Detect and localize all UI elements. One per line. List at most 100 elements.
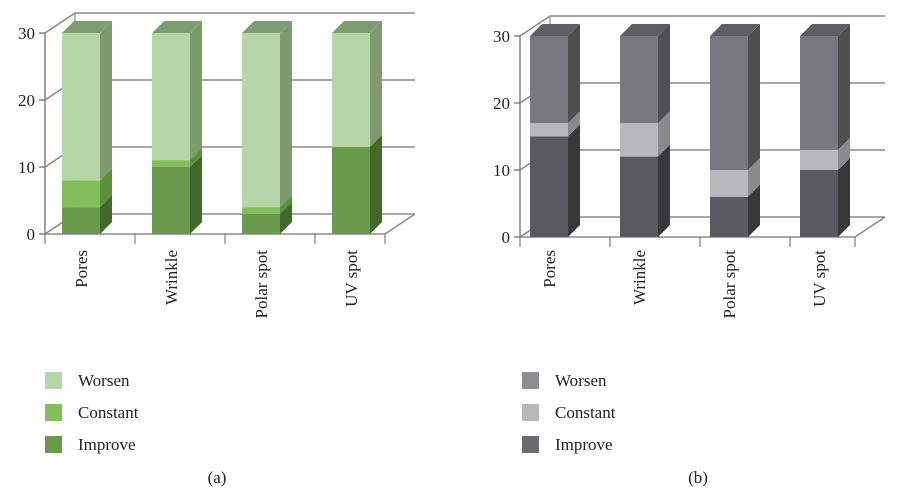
bar-front bbox=[242, 33, 280, 208]
legend-swatch-worsen bbox=[522, 372, 539, 389]
bar-top bbox=[242, 21, 292, 33]
bar-worsen-wrinkle bbox=[620, 24, 670, 124]
bar-front bbox=[710, 170, 748, 197]
bar-front bbox=[530, 136, 568, 237]
legend-label-worsen: Worsen bbox=[78, 371, 130, 390]
panel-label: (b) bbox=[688, 468, 708, 487]
bar-front bbox=[332, 146, 370, 234]
bar-front bbox=[620, 156, 658, 237]
chart-panel-a: 0 10 20 30 Pores Wrinkle Polar spot UV spot Wors… bbox=[18, 12, 416, 487]
bar-side bbox=[370, 21, 382, 147]
bar-front bbox=[710, 36, 748, 170]
y-tick-label: 0 bbox=[27, 225, 36, 244]
bar-front bbox=[710, 196, 748, 237]
x-tick-label: Wrinkle bbox=[630, 250, 649, 305]
bar-top bbox=[800, 24, 850, 36]
legend-swatch-improve bbox=[45, 436, 62, 453]
x-tick-label: UV spot bbox=[342, 250, 361, 307]
x-tick-label: UV spot bbox=[810, 250, 829, 307]
bar-side bbox=[370, 134, 382, 234]
y-tick-label: 10 bbox=[18, 158, 35, 177]
bars bbox=[530, 24, 850, 237]
bar-top bbox=[710, 24, 760, 36]
x-tick-label: Polar spot bbox=[252, 250, 271, 319]
bar-front bbox=[62, 33, 100, 181]
legend-swatch-constant bbox=[522, 404, 539, 421]
bar-front bbox=[530, 123, 568, 137]
bar-side bbox=[658, 144, 670, 237]
bar-front bbox=[800, 170, 838, 237]
x-tick-label: Pores bbox=[540, 250, 559, 288]
legend-label-worsen: Worsen bbox=[555, 371, 607, 390]
bar-top bbox=[530, 24, 580, 36]
bar-worsen-polar-spot bbox=[710, 24, 760, 170]
x-tick-label: Polar spot bbox=[720, 250, 739, 319]
legend-swatch-worsen bbox=[45, 372, 62, 389]
bar-improve-pores bbox=[530, 124, 580, 237]
legend: Worsen Constant Improve bbox=[522, 371, 616, 454]
legend-label-constant: Constant bbox=[555, 403, 616, 422]
bar-front bbox=[620, 36, 658, 124]
y-tick-label: 20 bbox=[18, 91, 35, 110]
y-tick-label: 10 bbox=[493, 161, 510, 180]
bar-worsen-pores bbox=[62, 21, 112, 181]
y-tick-label: 20 bbox=[493, 94, 510, 113]
bar-worsen-pores bbox=[530, 24, 580, 124]
bar-side bbox=[280, 21, 292, 208]
bar-worsen-polar-spot bbox=[242, 21, 292, 208]
bar-front bbox=[152, 167, 190, 234]
bar-top bbox=[620, 24, 670, 36]
bar-front bbox=[620, 123, 658, 157]
y-tick-label: 0 bbox=[502, 228, 511, 247]
legend-label-improve: Improve bbox=[78, 435, 136, 454]
legend-swatch-improve bbox=[522, 436, 539, 453]
bar-side bbox=[190, 21, 202, 161]
bar-top bbox=[152, 21, 202, 33]
chart-panel-b: 0 10 20 30 Pores Wrinkle Polar spot UV spot Wors… bbox=[493, 15, 886, 487]
bar-side bbox=[280, 195, 292, 214]
legend-label-improve: Improve bbox=[555, 435, 613, 454]
panel-label: (a) bbox=[208, 468, 227, 487]
bar-side bbox=[748, 24, 760, 170]
bar-side bbox=[658, 111, 670, 157]
bar-improve-uv-spot bbox=[332, 134, 382, 234]
legend-label-constant: Constant bbox=[78, 403, 139, 422]
bar-top bbox=[332, 21, 382, 33]
bar-side bbox=[190, 155, 202, 234]
bar-side bbox=[838, 24, 850, 150]
bar-top bbox=[62, 21, 112, 33]
bar-side bbox=[568, 124, 580, 237]
bar-front bbox=[800, 149, 838, 170]
bar-side bbox=[748, 158, 760, 197]
x-tick-label: Pores bbox=[72, 250, 91, 288]
bar-front bbox=[530, 36, 568, 124]
y-tick-label: 30 bbox=[493, 27, 510, 46]
bar-side bbox=[100, 168, 112, 208]
bar-front bbox=[152, 160, 190, 167]
bar-front bbox=[62, 207, 100, 234]
bar-worsen-wrinkle bbox=[152, 21, 202, 161]
legend: Worsen Constant Improve bbox=[45, 371, 139, 454]
bar-side bbox=[100, 21, 112, 181]
bar-side bbox=[568, 24, 580, 124]
legend-swatch-constant bbox=[45, 404, 62, 421]
bar-side bbox=[568, 111, 580, 137]
bar-side bbox=[838, 158, 850, 237]
bar-worsen-uv-spot bbox=[800, 24, 850, 150]
bar-side bbox=[280, 201, 292, 234]
bar-front bbox=[62, 180, 100, 208]
bar-front bbox=[332, 33, 370, 147]
bar-side bbox=[658, 24, 670, 124]
bar-side bbox=[748, 184, 760, 237]
bar-front bbox=[152, 33, 190, 161]
bars bbox=[62, 21, 382, 234]
bar-side bbox=[838, 137, 850, 170]
bar-worsen-uv-spot bbox=[332, 21, 382, 147]
bar-improve-wrinkle bbox=[620, 144, 670, 237]
bar-side bbox=[100, 195, 112, 234]
bar-side bbox=[190, 148, 202, 167]
x-tick-label: Wrinkle bbox=[162, 250, 181, 305]
y-tick-label: 30 bbox=[18, 24, 35, 43]
bar-front bbox=[242, 213, 280, 234]
